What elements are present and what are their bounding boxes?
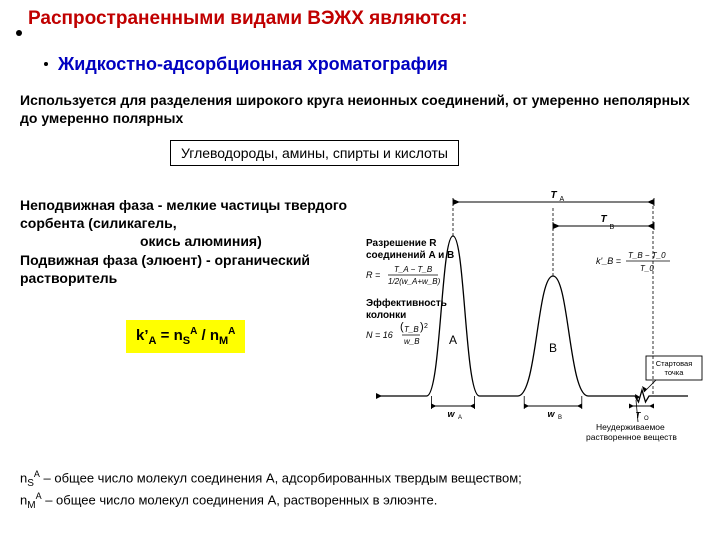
- svg-text:2: 2: [424, 323, 428, 330]
- compounds-box: Углеводороды, амины, спирты и кислоты: [170, 140, 459, 166]
- svg-text:T: T: [600, 214, 607, 225]
- intro-paragraph: Используется для разделения широкого кру…: [20, 92, 700, 127]
- svg-text:Разрешение R: Разрешение R: [366, 238, 437, 249]
- svg-text:колонки: колонки: [366, 310, 406, 321]
- page-title: Распространенными видами ВЭЖХ являются:: [28, 8, 468, 30]
- svg-text:k'_B =: k'_B =: [596, 256, 621, 266]
- stationary-phase-line: Неподвижная фаза - мелкие частицы твердо…: [20, 197, 347, 231]
- bullet-level1: [16, 30, 22, 36]
- svg-text:T_0: T_0: [640, 264, 654, 273]
- svg-text:N = 16: N = 16: [366, 330, 393, 340]
- svg-text:T_B − T_0: T_B − T_0: [628, 251, 666, 260]
- svg-text:w_B: w_B: [404, 337, 420, 346]
- bullet-level2: [44, 62, 48, 66]
- legend-line-nm: nMA – общее число молекул соединения А, …: [20, 490, 522, 512]
- svg-text:w: w: [547, 409, 555, 419]
- svg-text:(: (: [400, 321, 404, 333]
- svg-text:B: B: [610, 224, 615, 231]
- svg-text:w: w: [447, 409, 455, 419]
- svg-text:B: B: [558, 415, 562, 421]
- svg-text:1/2(w_A+w_B): 1/2(w_A+w_B): [388, 277, 441, 286]
- phases-block: Неподвижная фаза - мелкие частицы твердо…: [20, 196, 355, 287]
- svg-text:точка: точка: [665, 368, 685, 377]
- svg-text:A: A: [458, 415, 462, 421]
- formula-legend: nSA – общее число молекул соединения А, …: [20, 468, 522, 513]
- svg-text:A: A: [560, 196, 565, 203]
- svg-text:A: A: [449, 333, 457, 347]
- svg-text:T_B: T_B: [404, 325, 419, 334]
- legend-line-ns: nSA – общее число молекул соединения А, …: [20, 468, 522, 490]
- k-prime-formula: k’A = nSA / nMA: [126, 320, 245, 353]
- svg-text:соединений A и B: соединений A и B: [366, 250, 454, 261]
- section-subtitle: Жидкостно-адсорбционная хроматография: [58, 54, 448, 75]
- svg-text:Эффективность: Эффективность: [366, 297, 447, 309]
- svg-text:T: T: [636, 411, 642, 420]
- svg-text:Стартовая: Стартовая: [656, 359, 693, 368]
- svg-text:Неудерживаемое: Неудерживаемое: [596, 422, 665, 432]
- mobile-phase-line: Подвижная фаза (элюент) - органический р…: [20, 252, 310, 286]
- svg-text:T_A − T_B: T_A − T_B: [394, 265, 433, 274]
- svg-text:T: T: [550, 190, 557, 201]
- stationary-phase-cont: окись алюминия): [20, 232, 355, 250]
- chromatogram-diagram: TATBABwAwBРазрешение Rсоединений A и BR …: [358, 184, 708, 452]
- svg-text:B: B: [549, 341, 557, 355]
- svg-text:растворенное веществ: растворенное веществ: [586, 432, 677, 442]
- svg-text:R =: R =: [366, 270, 380, 280]
